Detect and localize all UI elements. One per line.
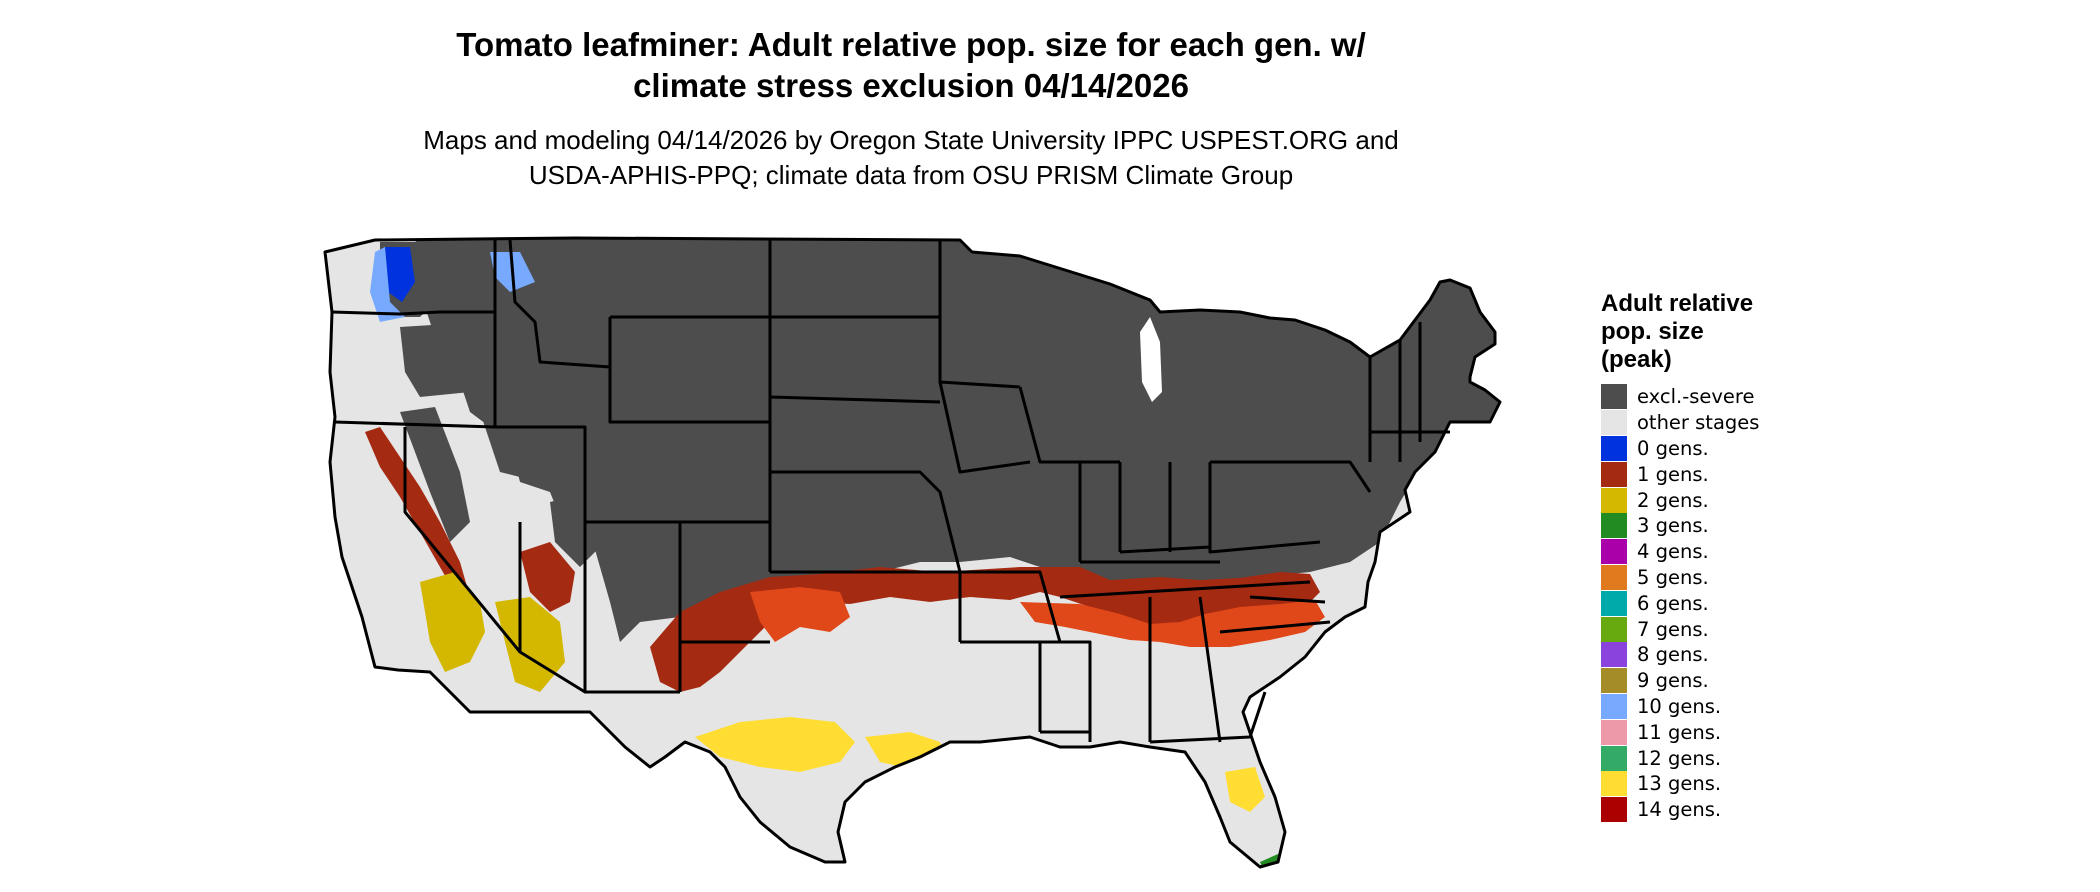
legend-item: excl.-severe — [1601, 384, 1759, 410]
gen13-region-florida — [1225, 767, 1265, 812]
legend-swatch — [1601, 590, 1627, 616]
legend-item: 5 gens. — [1601, 564, 1759, 591]
legend-item: 1 gens. — [1601, 461, 1759, 487]
border-in-oh — [1118, 462, 1211, 554]
legend-title: Adult relative pop. size (peak) — [1601, 290, 1759, 374]
legend-label: 4 gens. — [1637, 540, 1709, 564]
legend-label: 6 gens. — [1637, 591, 1709, 615]
lake-michigan — [1140, 317, 1162, 402]
legend-label: 14 gens. — [1637, 798, 1722, 822]
gen13-region-gulf-texas — [695, 717, 855, 772]
legend-swatch — [1601, 745, 1627, 771]
legend-item: 14 gens. — [1601, 797, 1759, 823]
map-title: Tomato leafminer: Adult relative pop. si… — [0, 24, 1822, 106]
border-ms-al-ga — [1088, 596, 1222, 743]
gen1-region-southeast — [1020, 600, 1325, 647]
legend-label: 11 gens. — [1637, 720, 1722, 744]
legend-item: 9 gens. — [1601, 668, 1759, 694]
legend-label: 2 gens. — [1637, 488, 1709, 512]
legend-swatch — [1601, 461, 1627, 487]
gen1-region-texas-west — [750, 587, 850, 642]
gen2-region-socal — [420, 572, 485, 672]
border-wa-or — [331, 310, 495, 316]
legend-label: other stages — [1637, 411, 1760, 435]
legend-label: 9 gens. — [1637, 669, 1709, 693]
legend-label: 3 gens. — [1637, 514, 1709, 538]
state-borders — [323, 236, 1502, 869]
legend-label: 13 gens. — [1637, 772, 1722, 796]
legend-label: 5 gens. — [1637, 565, 1709, 589]
map-subtitle-line-2: USDA-APHIS-PPQ; climate data from OSU PR… — [528, 160, 1294, 190]
border-nm-tx — [585, 520, 770, 694]
legend-label: 10 gens. — [1637, 694, 1722, 718]
legend-item: 4 gens. — [1601, 539, 1759, 565]
us-outline — [323, 236, 1502, 869]
legend-swatch — [1601, 410, 1627, 436]
map-title-line-2: climate stress exclusion 04/14/2026 — [633, 67, 1189, 104]
legend-items: excl.-severe other stages 0 gens. 1 gens. 2 … — [1601, 384, 1759, 823]
gen10-region-cascade-fringe — [370, 247, 405, 322]
border-wi-il — [1018, 386, 1120, 562]
border-nv-ut — [495, 425, 587, 522]
border-ne-ks-ok — [768, 470, 962, 642]
legend-label: 12 gens. — [1637, 746, 1722, 770]
us-map — [323, 236, 1502, 869]
legend-item: 7 gens. — [1601, 616, 1759, 642]
legend-item: 0 gens. — [1601, 435, 1759, 462]
legend-item: 13 gens. — [1601, 771, 1759, 797]
border-new-england — [1368, 322, 1450, 462]
legend-swatch — [1601, 693, 1627, 719]
legend-item: 12 gens. — [1601, 745, 1759, 771]
map-subtitle-line-1: Maps and modeling 04/14/2026 by Oregon S… — [423, 125, 1399, 155]
legend-swatch — [1601, 487, 1627, 513]
border-mt-id — [508, 239, 611, 369]
gen0-region-olympic — [385, 247, 415, 302]
border-or-ca-nv — [334, 420, 496, 429]
excluded-patch-arizona-north — [550, 492, 605, 567]
legend-item: 10 gens. — [1601, 693, 1759, 720]
legend-swatch — [1601, 771, 1627, 797]
legend-swatch — [1601, 564, 1627, 590]
legend-item: 3 gens. — [1601, 513, 1759, 539]
border-tn-ky — [1059, 560, 1311, 599]
legend-item: 11 gens. — [1601, 719, 1759, 745]
legend-swatch — [1601, 435, 1627, 461]
legend-swatch — [1601, 642, 1627, 668]
legend-title-line-1: Adult relative — [1601, 290, 1754, 317]
border-dakotas — [768, 240, 941, 522]
border-sc-nc — [1219, 595, 1331, 634]
border-ga-fl — [1149, 691, 1267, 744]
legend-title-line-3: (peak) — [1601, 346, 1672, 373]
excluded-patch-utah — [570, 387, 650, 497]
legend-item: 6 gens. — [1601, 590, 1759, 616]
gen1-region-arizona — [520, 542, 575, 612]
legend-swatch — [1601, 384, 1627, 410]
legend-item: 2 gens. — [1601, 487, 1759, 513]
legend-swatch — [1601, 616, 1627, 642]
border-mn-ia — [938, 240, 1031, 474]
legend-swatch — [1601, 797, 1627, 823]
border-ca-nv — [403, 427, 522, 653]
legend-label: 0 gens. — [1637, 436, 1709, 460]
map-subtitle: Maps and modeling 04/14/2026 by Oregon S… — [0, 123, 1822, 193]
legend-swatch — [1601, 719, 1627, 745]
legend-item: 8 gens. — [1601, 642, 1759, 668]
legend-label: 1 gens. — [1637, 462, 1709, 486]
border-pa-ny — [1208, 460, 1372, 554]
excluded-patch-oregon — [400, 322, 495, 397]
map-title-line-1: Tomato leafminer: Adult relative pop. si… — [456, 26, 1366, 63]
legend-label: 7 gens. — [1637, 617, 1709, 641]
legend-label: 8 gens. — [1637, 643, 1709, 667]
legend-swatch — [1601, 668, 1627, 694]
legend-item: other stages — [1601, 410, 1759, 436]
legend-label: excl.-severe — [1637, 385, 1755, 409]
legend-title-line-2: pop. size — [1601, 318, 1704, 345]
legend-swatch — [1601, 539, 1627, 565]
excluded-patch-sierra — [400, 407, 470, 542]
border-az-nm — [518, 522, 682, 694]
legend: Adult relative pop. size (peak) excl.-se… — [1601, 290, 1759, 823]
legend-swatch — [1601, 513, 1627, 539]
